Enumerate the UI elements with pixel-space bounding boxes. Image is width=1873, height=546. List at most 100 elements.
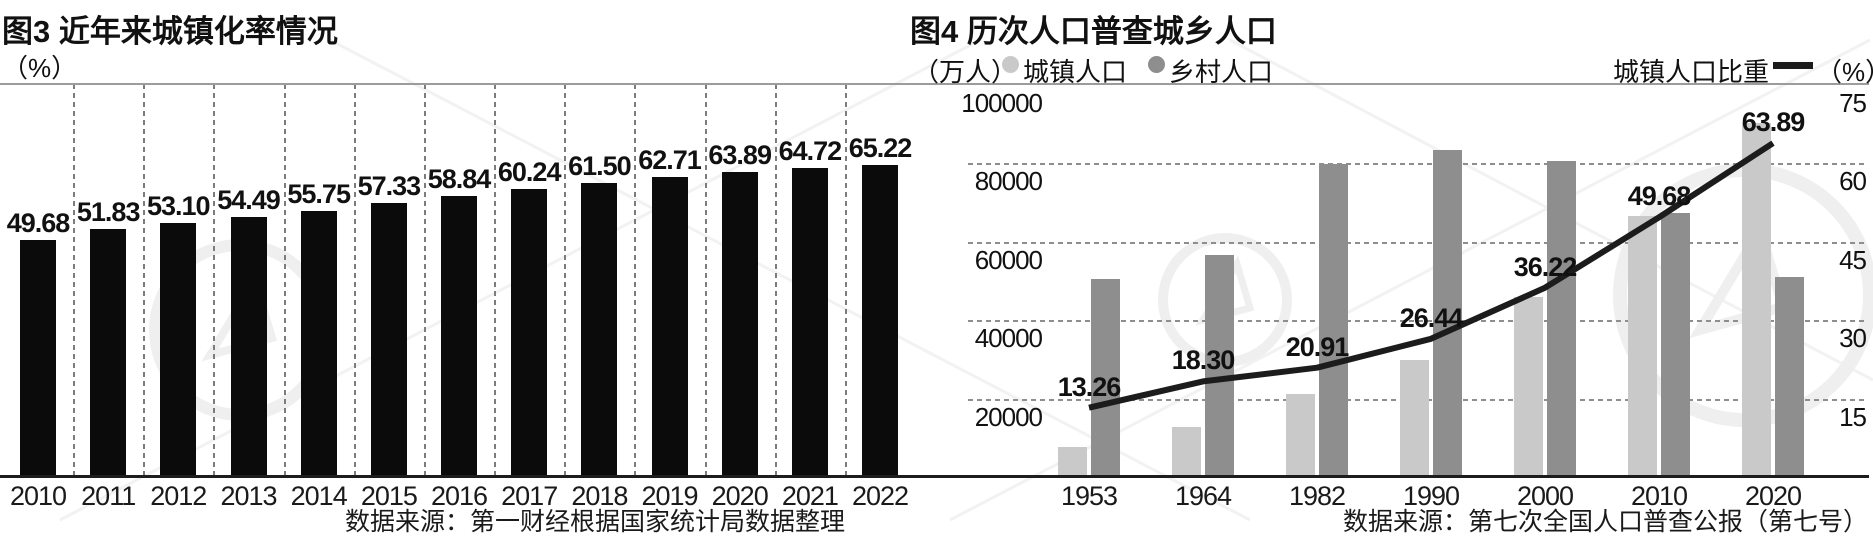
right-axis-label: 15	[1839, 401, 1867, 432]
bar-value-label: 54.49	[217, 184, 281, 215]
bar-value-label: 63.89	[708, 139, 772, 170]
bar-value-label: 58.84	[427, 163, 492, 194]
gridline-vertical	[353, 84, 356, 477]
x-axis-label: 1953	[1060, 481, 1118, 511]
left-axis-label: 20000	[974, 401, 1043, 432]
gridline-vertical	[844, 84, 847, 477]
x-axis-label: 2019	[641, 481, 698, 511]
line-value-label: 18.30	[1171, 345, 1236, 376]
right-axis-label: 60	[1839, 166, 1867, 197]
x-axis-line	[0, 475, 1869, 478]
line-value-label: 13.26	[1057, 371, 1122, 402]
line-value-label: 20.91	[1285, 331, 1350, 362]
gridline-vertical	[774, 84, 777, 477]
line-value-label: 36.22	[1513, 251, 1578, 282]
urban-population-legend-dot	[1002, 56, 1019, 73]
right-axis-label: 45	[1839, 244, 1867, 275]
bar-value-label: 62.71	[638, 145, 702, 176]
urban-population-bar	[1286, 394, 1315, 477]
gridline-vertical	[213, 84, 216, 477]
bar-value-label: 57.33	[357, 170, 422, 201]
chart3-title: 图3 近年来城镇化率情况	[2, 14, 338, 49]
chart3-unit-label: （%）	[2, 53, 78, 83]
bar-value-label: 49.68	[6, 207, 71, 238]
chart3-source: 数据来源：第一财经根据国家统计局数据整理	[344, 508, 845, 536]
x-axis-label: 2011	[81, 481, 136, 511]
gridline-vertical	[73, 84, 75, 477]
urban-population-bar	[1058, 446, 1087, 477]
urban-population-bar	[1400, 359, 1429, 477]
x-axis-label: 2017	[501, 481, 558, 511]
line-value-label: 26.44	[1399, 302, 1464, 333]
rural-population-legend-label: 乡村人口	[1169, 57, 1274, 87]
urban-population-bar	[1628, 216, 1657, 477]
bar-value-label: 65.22	[848, 133, 913, 164]
gridline-vertical	[143, 84, 146, 477]
x-axis-label: 2013	[220, 481, 277, 511]
x-axis-label: 1990	[1402, 481, 1460, 511]
bar-value-label: 51.83	[76, 197, 141, 228]
rate-bar	[20, 239, 56, 477]
rate-bar	[441, 195, 477, 477]
bar-value-label: 61.50	[568, 151, 632, 181]
right-axis-unit-label: （%）	[1816, 57, 1873, 87]
x-axis-label: 2022	[851, 481, 909, 511]
chart4-unit-label: （万人）	[913, 57, 1018, 87]
trend-line-legend-swatch	[1773, 62, 1813, 69]
urban-share-legend-label: 城镇人口比重	[1613, 57, 1770, 87]
left-axis-label: 60000	[974, 244, 1043, 275]
rural-population-bar	[1319, 164, 1348, 477]
urban-population-bar	[1514, 297, 1543, 477]
x-axis-label: 2020	[711, 481, 769, 511]
bar-value-label: 55.75	[287, 178, 351, 209]
line-value-label: 49.68	[1627, 181, 1692, 212]
chart4-title: 图4 历次人口普查城乡人口	[910, 14, 1277, 49]
rate-bar	[90, 229, 127, 477]
left-axis-label: 100000	[961, 88, 1043, 118]
x-axis-label: 2012	[150, 481, 207, 511]
x-axis-label: 2010	[9, 481, 67, 511]
rate-bar	[862, 165, 898, 477]
rate-bar	[160, 223, 197, 477]
rate-bar	[581, 183, 618, 477]
rural-population-legend-dot	[1148, 56, 1165, 73]
x-axis-label: 2016	[430, 481, 488, 511]
urban-population-bar	[1742, 123, 1771, 477]
gridline-vertical	[283, 84, 286, 477]
gridline-vertical	[634, 84, 637, 477]
urban-population-bar	[1172, 427, 1201, 477]
rate-bar	[651, 177, 688, 477]
rate-bar	[791, 167, 828, 477]
left-axis-label: 40000	[974, 323, 1043, 354]
rate-bar	[721, 171, 758, 477]
x-axis-label: 2015	[360, 481, 418, 511]
bar-value-label: 53.10	[147, 191, 211, 222]
rate-bar	[300, 210, 337, 477]
gridline-vertical	[564, 84, 567, 477]
left-axis-label: 80000	[974, 166, 1043, 197]
bar-value-label: 64.72	[778, 135, 843, 166]
x-axis-label: 2010	[1630, 481, 1688, 511]
x-axis-label: 2020	[1744, 481, 1802, 511]
x-axis-label: 2021	[781, 481, 839, 511]
rural-population-bar	[1775, 277, 1804, 477]
bar-value-label: 60.24	[497, 157, 562, 187]
x-axis-label: 1982	[1288, 481, 1346, 511]
line-value-label: 63.89	[1741, 107, 1806, 138]
gridline-vertical	[423, 84, 426, 477]
x-axis-label: 2018	[571, 481, 628, 511]
rate-bar	[511, 189, 548, 477]
x-axis-label: 2000	[1516, 481, 1574, 511]
gridline-horizontal	[968, 163, 1868, 166]
rural-population-bar	[1547, 160, 1576, 477]
gridline-vertical	[494, 84, 496, 477]
x-axis-label: 2014	[290, 481, 348, 511]
right-axis-label: 30	[1839, 323, 1867, 354]
urban-population-legend-label: 城镇人口	[1023, 57, 1128, 87]
chart4-source: 数据来源：第七次全国人口普查公报（第七号）	[1342, 508, 1868, 536]
rate-bar	[370, 202, 407, 477]
rate-bar	[230, 216, 267, 477]
rural-population-bar	[1661, 212, 1690, 477]
x-axis-label: 1964	[1174, 481, 1232, 511]
